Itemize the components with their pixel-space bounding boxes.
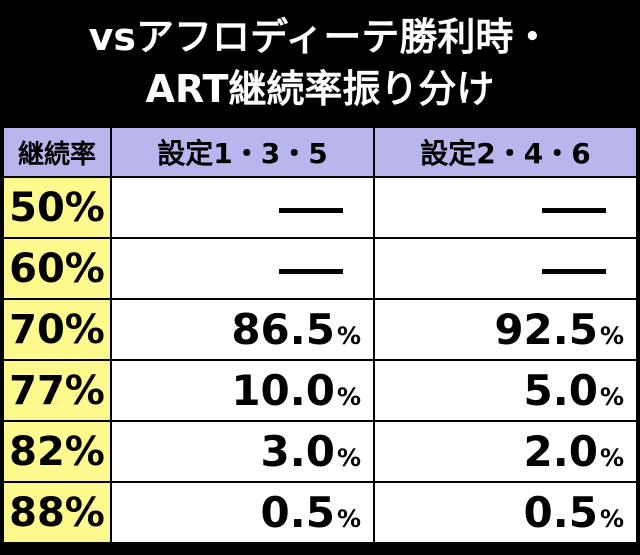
- value-cell-setting-2-4-6: [375, 239, 636, 298]
- value-cell-setting-1-3-5: [112, 239, 373, 298]
- value-cell-setting-2-4-6: [375, 178, 636, 237]
- value-cell-setting-2-4-6: 92.5%: [375, 300, 636, 359]
- value-cell-setting-2-4-6: 5.0%: [375, 361, 636, 420]
- rate-cell: 82%: [4, 422, 110, 481]
- value-cell-setting-1-3-5: 10.0%: [112, 361, 373, 420]
- table-row: 82% 3.0% 2.0%: [4, 422, 636, 481]
- value-number: 92.5: [494, 305, 598, 354]
- title-line-1: vsアフロディーテ勝利時・: [88, 14, 552, 59]
- percent-sign: %: [599, 444, 624, 472]
- percent-sign: %: [336, 505, 361, 533]
- title-line-2: ART継続率振り分け: [145, 66, 495, 111]
- value-number: 3.0: [260, 427, 335, 476]
- value-cell-setting-1-3-5: 0.5%: [112, 483, 373, 542]
- rate-cell: 60%: [4, 239, 110, 298]
- value-cell-setting-2-4-6: 2.0%: [375, 422, 636, 481]
- value-number: 86.5: [231, 305, 335, 354]
- percent-sign: %: [599, 505, 624, 533]
- value-number: 0.5: [523, 488, 598, 537]
- value-number: 2.0: [523, 427, 598, 476]
- value-cell-setting-1-3-5: [112, 178, 373, 237]
- page-title: vsアフロディーテ勝利時・ ART継続率振り分け: [0, 0, 640, 125]
- header-setting-2-4-6: 設定2・4・6: [375, 128, 636, 176]
- rate-cell: 70%: [4, 300, 110, 359]
- percent-sign: %: [336, 322, 361, 350]
- percent-sign: %: [336, 444, 361, 472]
- table-body: 50% 60% 70% 86.5% 92.5% 77% 10.0% 5.0% 82% 3.0% 2.…: [4, 178, 636, 542]
- percent-sign: %: [336, 383, 361, 411]
- percent-sign: %: [599, 383, 624, 411]
- table-row: 88% 0.5% 0.5%: [4, 483, 636, 542]
- continuation-rate-table: 継続率 設定1・3・5 設定2・4・6 50% 60% 70% 86.5% 92.5% 7…: [2, 126, 638, 544]
- table-row: 50%: [4, 178, 636, 237]
- value-number: 0.5: [260, 488, 335, 537]
- rate-cell: 50%: [4, 178, 110, 237]
- rate-cell: 88%: [4, 483, 110, 542]
- table-row: 70% 86.5% 92.5%: [4, 300, 636, 359]
- header-rate: 継続率: [4, 128, 110, 176]
- value-cell-setting-1-3-5: 3.0%: [112, 422, 373, 481]
- dash-mark: [542, 208, 606, 213]
- value-number: 5.0: [523, 366, 598, 415]
- percent-sign: %: [599, 322, 624, 350]
- rate-cell: 77%: [4, 361, 110, 420]
- dash-mark: [542, 269, 606, 274]
- value-cell-setting-1-3-5: 86.5%: [112, 300, 373, 359]
- value-number: 10.0: [231, 366, 335, 415]
- dash-mark: [279, 269, 343, 274]
- value-cell-setting-2-4-6: 0.5%: [375, 483, 636, 542]
- table-row: 60%: [4, 239, 636, 298]
- header-setting-1-3-5: 設定1・3・5: [112, 128, 373, 176]
- table-header-row: 継続率 設定1・3・5 設定2・4・6: [4, 128, 636, 176]
- dash-mark: [279, 208, 343, 213]
- table-row: 77% 10.0% 5.0%: [4, 361, 636, 420]
